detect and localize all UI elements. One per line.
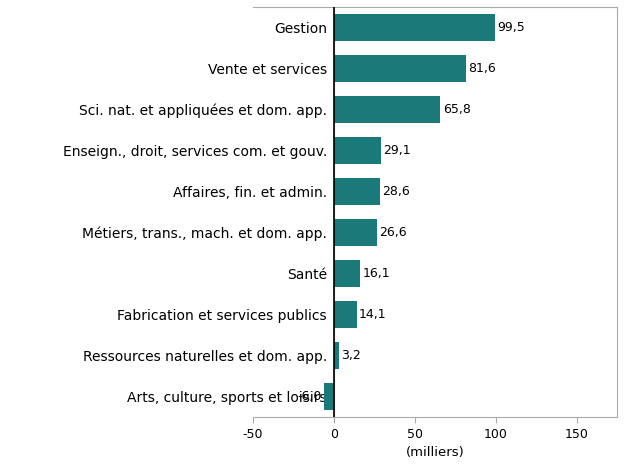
Text: 29,1: 29,1	[383, 144, 411, 157]
Bar	[334, 219, 377, 246]
Text: 99,5: 99,5	[497, 21, 525, 34]
Text: 28,6: 28,6	[383, 185, 411, 198]
X-axis label: (milliers): (milliers)	[406, 446, 464, 459]
Text: 14,1: 14,1	[359, 308, 387, 321]
Bar	[334, 301, 357, 328]
Text: -6,0: -6,0	[297, 390, 322, 403]
Bar	[334, 14, 495, 41]
Text: 81,6: 81,6	[469, 62, 496, 75]
Text: 65,8: 65,8	[443, 103, 470, 116]
Bar	[334, 260, 360, 287]
Text: 3,2: 3,2	[341, 349, 361, 362]
Bar	[334, 178, 380, 205]
Text: 16,1: 16,1	[363, 267, 390, 280]
Bar	[334, 96, 441, 123]
Text: 26,6: 26,6	[379, 226, 407, 239]
Bar	[324, 383, 334, 410]
Bar	[334, 55, 466, 82]
Bar	[334, 137, 381, 164]
Bar	[334, 342, 339, 369]
